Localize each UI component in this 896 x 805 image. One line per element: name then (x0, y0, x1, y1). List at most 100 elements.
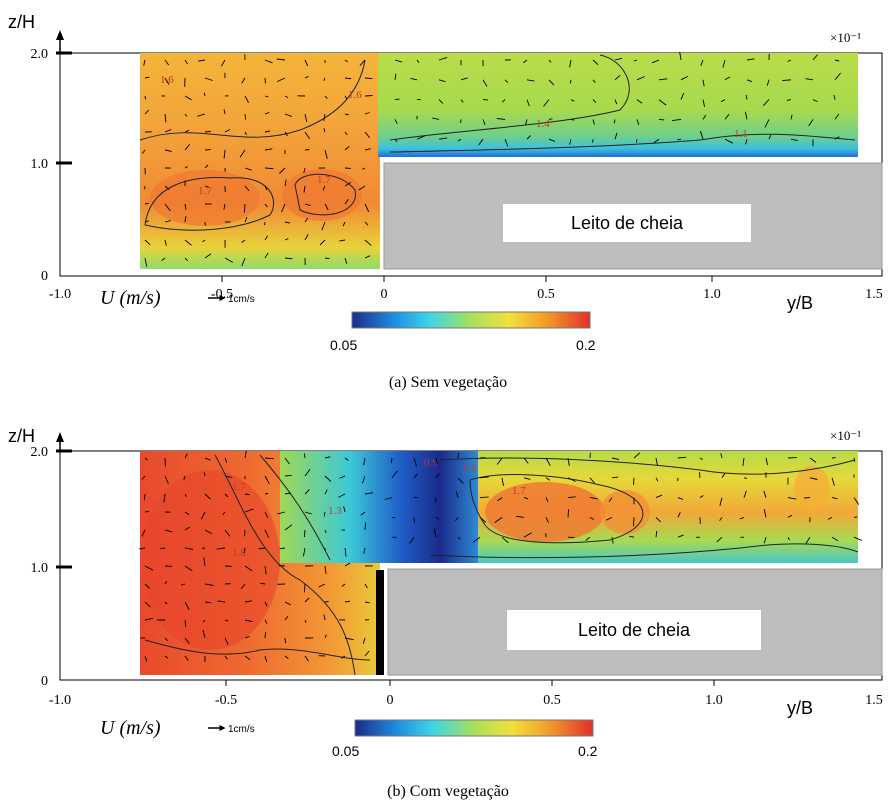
velocity-vector (324, 601, 329, 603)
velocity-vector (284, 524, 293, 531)
velocity-vector (364, 221, 369, 226)
velocity-vector (677, 512, 681, 518)
velocity-vector (222, 511, 226, 515)
velocity-vector (204, 164, 209, 169)
velocity-vector (501, 477, 504, 486)
velocity-vector (203, 557, 206, 567)
velocity-vector (183, 475, 186, 480)
velocity-vector (184, 655, 189, 662)
floodplain-label-box-a (503, 204, 751, 242)
velocity-vector (204, 529, 213, 534)
velocity-vector (264, 130, 270, 133)
velocity-vector (264, 619, 268, 624)
velocity-vector (184, 95, 192, 101)
velocity-vector (304, 75, 309, 79)
y-axis-label-b: z/H (8, 426, 35, 446)
velocity-vector (321, 221, 326, 231)
velocity-vector (303, 185, 306, 193)
velocity-vector (164, 239, 167, 246)
velocity-vector (161, 257, 166, 262)
velocity-vector (184, 511, 190, 515)
velocity-vector (264, 59, 273, 64)
velocity-vector (515, 515, 525, 518)
colorbar-max-a: 0.2 (576, 337, 596, 353)
velocity-vector (281, 203, 286, 213)
y-tick-label: 0 (41, 674, 48, 689)
velocity-vector (702, 114, 707, 120)
velocity-vector (744, 111, 748, 120)
velocity-vector (184, 203, 187, 210)
velocity-vector (745, 95, 748, 100)
velocity-vector (244, 450, 247, 459)
velocity-vector (525, 119, 528, 125)
velocity-vector (304, 203, 311, 207)
velocity-vector (202, 629, 206, 639)
panel-b: Leito de cheia 1.7 1.3 1.8 0.9 1.4 1.7 z… (8, 426, 883, 800)
velocity-vector (184, 565, 193, 572)
velocity-vector (720, 99, 726, 103)
velocity-vector (164, 59, 170, 66)
velocity-vector (677, 456, 687, 459)
velocity-vector (164, 203, 171, 212)
x-tick-label: 1.0 (705, 693, 723, 708)
velocity-vector (569, 79, 572, 84)
velocity-vector (223, 109, 226, 115)
velocity-vector (651, 59, 660, 64)
velocity-vector (264, 77, 266, 84)
floodplain-label-a: Leito de cheia (571, 213, 684, 233)
velocity-vector (322, 185, 326, 191)
velocity-vector (742, 457, 745, 466)
velocity-vector (324, 257, 330, 260)
velocity-vector (834, 59, 840, 62)
velocity-vector (548, 59, 552, 63)
velocity-vector (339, 475, 346, 479)
velocity-vector (548, 138, 556, 142)
velocity-vector (680, 75, 689, 81)
velocity-vector (739, 516, 745, 520)
velocity-vector (264, 565, 267, 575)
velocity-vector (702, 99, 706, 107)
contour-label: 1.6 (160, 74, 174, 86)
velocity-vector (457, 536, 461, 540)
velocity-vector (303, 529, 306, 538)
contour-label: 1.7 (198, 185, 212, 197)
contour-label: 1.4 (536, 118, 550, 130)
velocity-vector (834, 136, 840, 140)
velocity-vector (497, 497, 503, 502)
velocity-vector (139, 547, 146, 550)
velocity-vector (200, 511, 206, 520)
velocity-vector (324, 565, 327, 575)
velocity-vector (364, 583, 368, 589)
velocity-vector (304, 149, 310, 151)
velocity-vector (719, 517, 723, 521)
contour-blob (485, 482, 605, 542)
velocity-vector (746, 58, 755, 61)
velocity-vector (808, 119, 814, 127)
velocity-vector (241, 239, 246, 244)
velocity-vector (344, 59, 348, 63)
velocity-vector (570, 99, 575, 102)
velocity-vector (144, 220, 150, 223)
contour-lines-a (139, 54, 856, 231)
velocity-vector (302, 547, 306, 557)
y-tick-label: 2.0 (31, 445, 49, 460)
velocity-vector (284, 637, 287, 644)
velocity-vector (184, 453, 188, 459)
velocity-vector (244, 95, 249, 103)
velocity-vector (592, 79, 596, 83)
colorbar-b (354, 719, 594, 737)
velocity-vector (611, 476, 619, 479)
velocity-vector (548, 79, 555, 86)
velocity-vector (745, 139, 748, 145)
velocity-vector (304, 489, 310, 495)
velocity-vector (324, 203, 329, 211)
vector-field-b (139, 450, 862, 663)
multiplier-label-a: ×10⁻¹ (830, 30, 861, 45)
velocity-vector (304, 131, 310, 140)
heatmap-region-main-channel-a (140, 53, 380, 269)
velocity-vector (224, 493, 229, 498)
velocity-vector (853, 536, 862, 541)
velocity-vector (787, 514, 793, 518)
y-axis-arrow-icon (56, 432, 64, 442)
velocity-vector (244, 655, 251, 661)
